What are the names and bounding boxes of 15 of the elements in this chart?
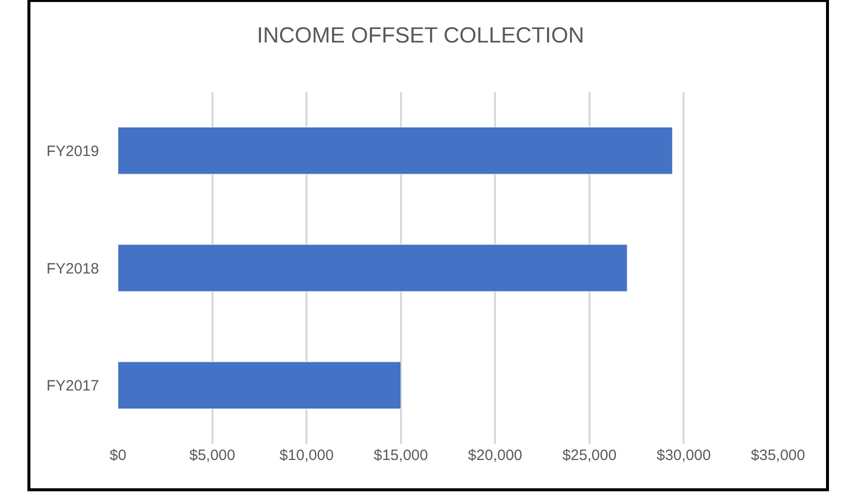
x-tick-label: $30,000 [656,447,711,464]
x-tick-label: $5,000 [189,447,236,464]
x-tick-label: $0 [110,447,126,464]
y-tick-label: FY2018 [46,260,99,278]
bar [118,126,673,174]
x-tick-label: $25,000 [562,447,617,464]
y-tick-label: FY2019 [46,142,99,160]
bar [118,244,628,292]
bar [118,362,402,410]
x-tick-label: $35,000 [750,447,806,464]
chart-title: INCOME OFFSET COLLECTION [256,22,584,48]
x-tick-label: $15,000 [374,447,428,464]
x-tick-label: $10,000 [279,447,334,464]
y-tick-label: FY2017 [46,378,99,395]
x-tick-label: $20,000 [468,447,522,464]
